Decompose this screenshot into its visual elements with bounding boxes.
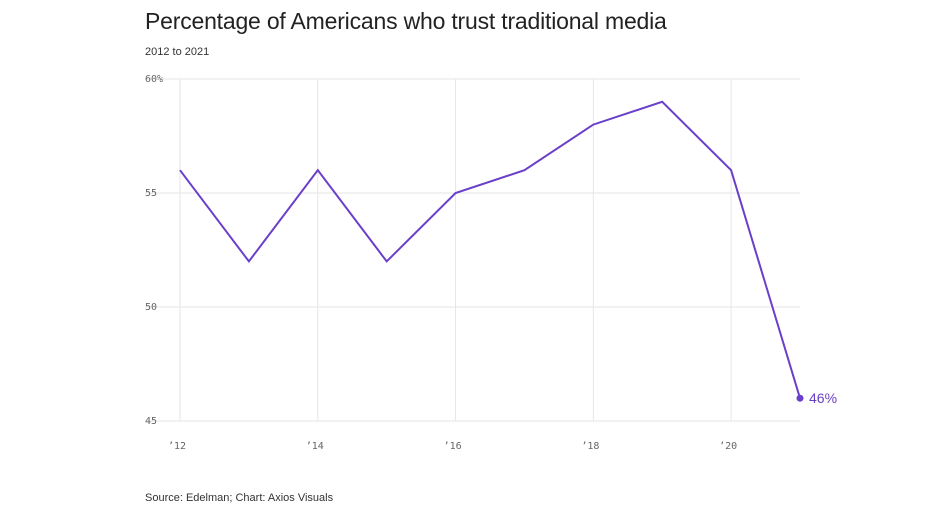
y-tick-label: 50 xyxy=(145,302,157,313)
y-tick-label: 60% xyxy=(145,74,163,85)
series-line xyxy=(179,100,801,399)
gridlines xyxy=(145,78,800,422)
end-point-label: 46% xyxy=(809,390,837,406)
x-tick-label: ’14 xyxy=(306,441,324,452)
x-tick-labels: ’12 ’14 ’16 ’18 ’20 xyxy=(168,441,737,452)
x-tick-label: ’12 xyxy=(168,441,186,452)
series-group: 46% xyxy=(179,100,837,406)
chart-title: Percentage of Americans who trust tradit… xyxy=(145,8,667,34)
y-tick-labels: 45 50 55 60% xyxy=(145,74,163,427)
chart-subtitle: 2012 to 2021 xyxy=(145,46,210,58)
end-point-marker xyxy=(796,394,804,402)
y-tick-label: 55 xyxy=(145,188,157,199)
y-tick-label: 45 xyxy=(145,416,157,427)
x-tick-label: ’18 xyxy=(581,441,599,452)
source-note: Source: Edelman; Chart: Axios Visuals xyxy=(145,492,334,504)
x-tick-label: ’20 xyxy=(719,441,737,452)
x-tick-label: ’16 xyxy=(444,441,462,452)
